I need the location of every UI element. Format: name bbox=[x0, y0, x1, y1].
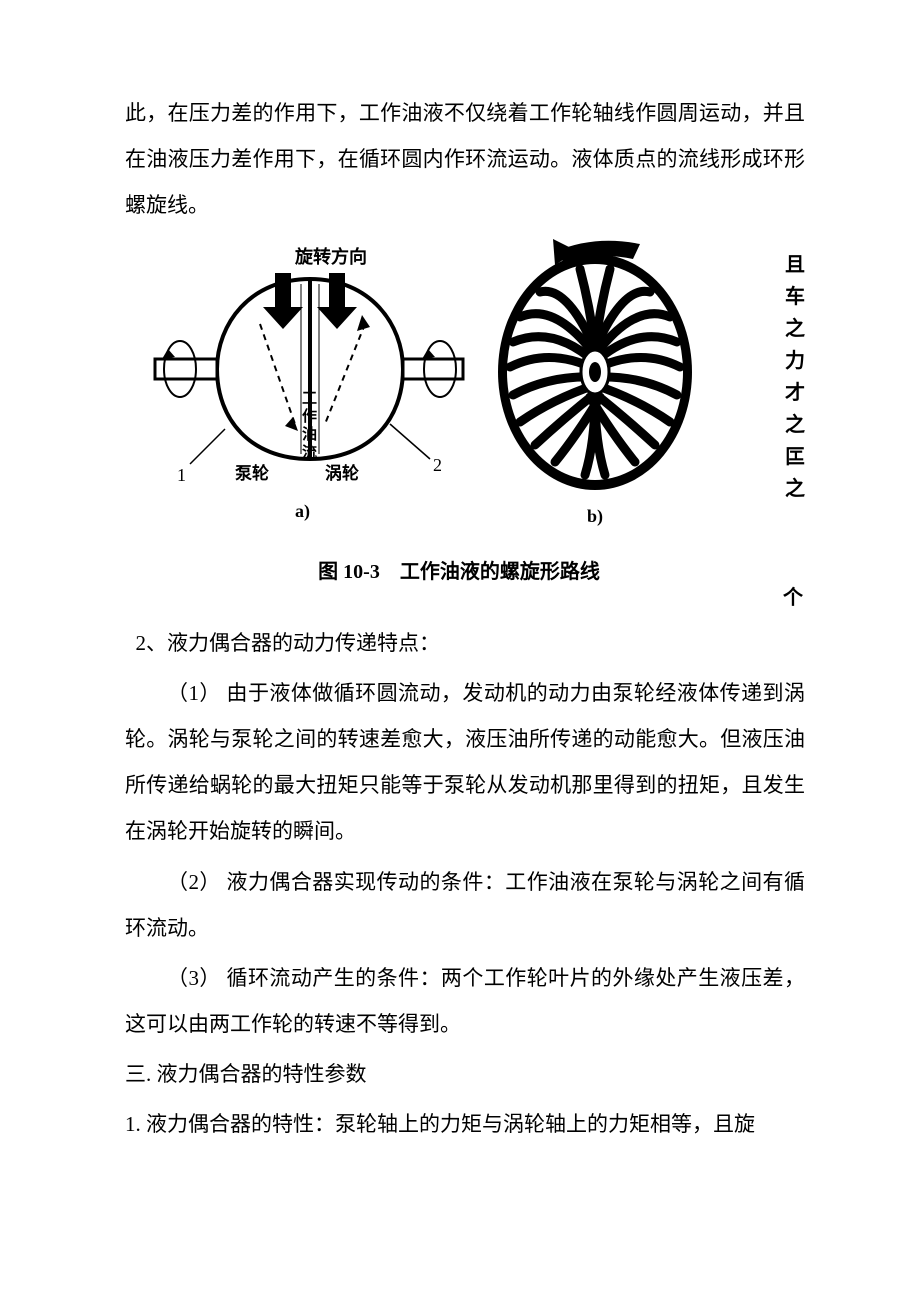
diagram-a: 旋转方向 bbox=[155, 246, 463, 522]
sub-a: a) bbox=[295, 501, 310, 522]
flow-4: 流 bbox=[302, 443, 317, 461]
section2-item3: （3） 循环流动产生的条件：两个工作轮叶片的外缘处产生液压差，这可以由两工作轮的… bbox=[125, 955, 805, 1047]
section3-heading: 三. 液力偶合器的特性参数 bbox=[125, 1051, 805, 1097]
rotation-label: 旋转方向 bbox=[294, 246, 367, 267]
section2-item1: （1） 由于液体做循环圆流动，发动机的动力由泵轮经液体传递到涡轮。涡轮与泵轮之间… bbox=[125, 670, 805, 855]
figure-caption: 图 10-3 工作油液的螺旋形路线 bbox=[125, 550, 793, 594]
flow-2: 作 bbox=[302, 407, 317, 425]
figure-main: 旋转方向 bbox=[125, 239, 793, 600]
marker-1: 1 bbox=[177, 465, 186, 485]
sub-b: b) bbox=[587, 506, 603, 527]
section2-item2: （2） 液力偶合器实现传动的条件：工作油液在泵轮与涡轮之间有循环流动。 bbox=[125, 859, 805, 951]
turbine-label: 涡轮 bbox=[325, 463, 359, 483]
flow-1: 工 bbox=[302, 391, 317, 407]
figure-block: 旋转方向 bbox=[125, 239, 805, 600]
intro-paragraph: 此，在压力差的作用下，工作油液不仅绕着工作轮轴线作圆周运动，并且在油液压力差作用… bbox=[125, 90, 805, 229]
figure-svg: 旋转方向 bbox=[125, 239, 725, 544]
section2-heading: 2、液力偶合器的动力传递特点： bbox=[125, 620, 805, 666]
marker-2: 2 bbox=[433, 455, 442, 475]
pump-label: 泵轮 bbox=[235, 463, 269, 483]
section3-item1: 1. 液力偶合器的特性：泵轮轴上的力矩与涡轮轴上的力矩相等，且旋 bbox=[125, 1101, 805, 1147]
flow-3: 油 bbox=[302, 425, 317, 443]
diagram-b: b) bbox=[498, 239, 692, 527]
